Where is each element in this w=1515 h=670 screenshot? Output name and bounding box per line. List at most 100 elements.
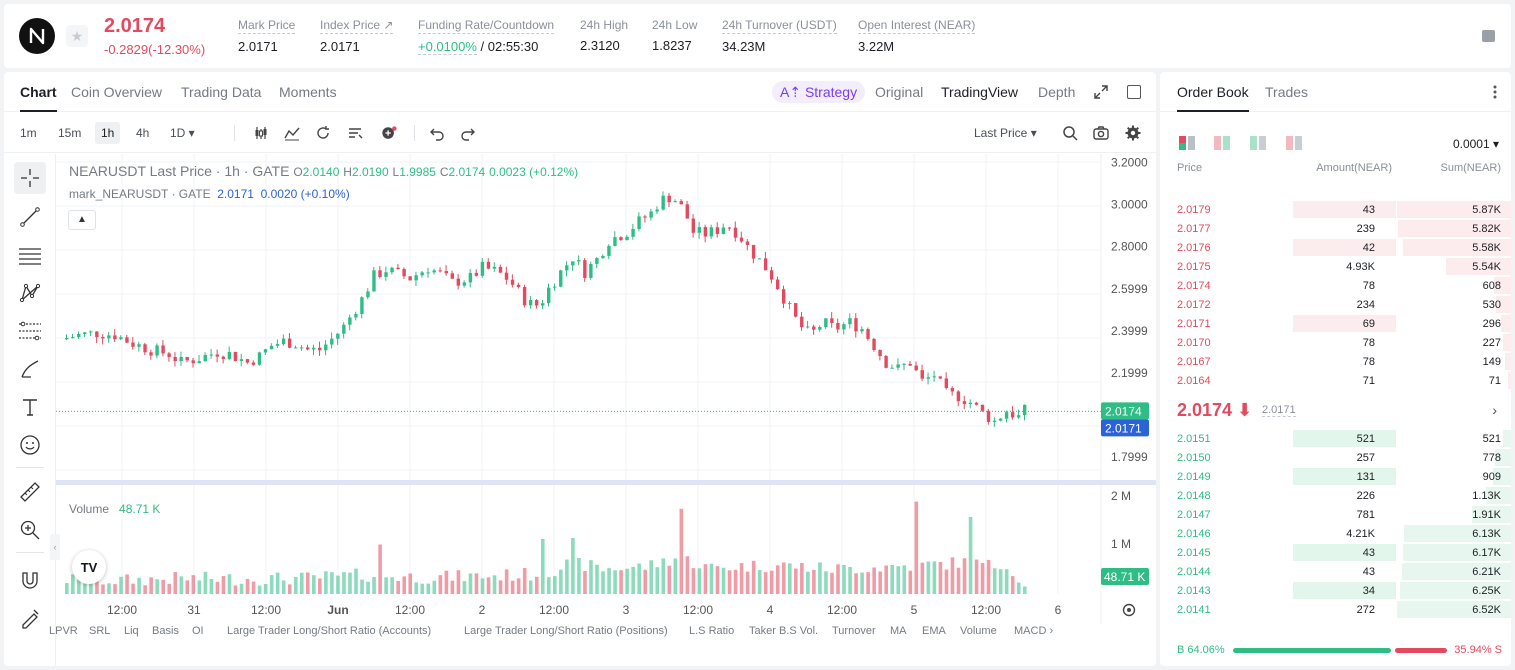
collapse-toolbar-icon[interactable]: ‹ [50,534,60,560]
indicator-large-trader-accounts[interactable]: Large Trader Long/Short Ratio (Accounts) [227,625,432,637]
ask-row[interactable]: 2.0174 78 608 [1160,276,1511,295]
compare-icon[interactable] [315,125,331,141]
bid-row[interactable]: 2.0147 781 1.91K [1160,505,1511,524]
candle-type-icon[interactable] [253,125,269,141]
indicator-oi[interactable]: OI [192,625,204,637]
window-icon[interactable] [1127,85,1141,99]
bid-row[interactable]: 2.0148 226 1.13K [1160,486,1511,505]
zoom-in-icon[interactable] [14,514,46,546]
magnet-tool-icon[interactable] [14,564,46,596]
redo-icon[interactable] [460,125,476,141]
expand-icon[interactable] [1094,85,1108,99]
stat-label[interactable]: Mark Price [238,18,296,34]
stat-label[interactable]: Open Interest (NEAR) [858,18,976,34]
ask-row[interactable]: 2.0177 239 5.82K [1160,219,1511,238]
ask-row[interactable]: 2.0175 4.93K 5.54K [1160,257,1511,276]
indicator-taker-bs-vol[interactable]: Taker B.S Vol. [749,625,819,637]
divider [414,125,415,141]
indicator-ema[interactable]: EMA [922,625,946,637]
precision-dropdown[interactable]: 0.0001 ▾ [1452,137,1499,151]
chevron-right-icon[interactable]: › [1492,402,1497,418]
bid-row[interactable]: 2.0149 131 909 [1160,467,1511,486]
indicator-turnover[interactable]: Turnover [832,625,876,637]
interval-4h[interactable]: 4h [136,126,150,140]
add-alert-icon[interactable] [381,125,397,141]
volume-legend-label: Volume [69,502,110,516]
ask-row[interactable]: 2.0170 78 227 [1160,333,1511,352]
indicator-ma[interactable]: MA [890,625,907,637]
ask-row[interactable]: 2.0179 43 5.87K [1160,200,1511,219]
bid-row[interactable]: 2.0151 521 521 [1160,429,1511,448]
funding-rate-value[interactable]: +0.0100% [418,39,477,55]
interval-1d-dropdown[interactable]: 1D ▾ [170,126,195,140]
tab-coin-overview[interactable]: Coin Overview [71,84,163,100]
crosshair-tool-icon[interactable] [14,162,46,194]
lock-drawing-icon[interactable] [14,602,46,634]
text-tool-icon[interactable] [14,391,46,423]
ask-row[interactable]: 2.0171 69 296 [1160,314,1511,333]
favorite-star-icon[interactable]: ★ [66,25,88,47]
bid-row[interactable]: 2.0146 4.21K 6.13K [1160,524,1511,543]
ask-row[interactable]: 2.0164 71 71 [1160,371,1511,390]
ask-row[interactable]: 2.0172 234 530 [1160,295,1511,314]
tradingview-logo-icon[interactable]: TV [72,550,106,584]
view-original[interactable]: Original [875,84,924,100]
legend-collapse-icon[interactable]: ▲ [68,210,96,230]
undo-icon[interactable] [429,125,445,141]
bid-row[interactable]: 2.0144 43 6.21K [1160,562,1511,581]
ask-row[interactable]: 2.0176 42 5.58K [1160,238,1511,257]
view-both-alt-icon[interactable] [1214,136,1230,150]
indicator-srl[interactable]: SRL [89,625,111,637]
indicator-volume[interactable]: Volume [960,625,997,637]
axis-settings-icon[interactable] [1122,603,1136,617]
indicator-liq[interactable]: Liq [124,625,139,637]
interval-15m[interactable]: 15m [58,126,82,140]
trend-line-tool-icon[interactable] [14,201,46,233]
settings-gear-icon[interactable] [1125,125,1141,141]
templates-icon[interactable] [347,125,363,141]
indicator-ls-ratio[interactable]: L.S Ratio [689,625,735,637]
price-chart[interactable]: 3.2000 3.0000 2.8000 2.5999 2.3999 2.1999 1.79… [56,154,1156,624]
bid-row[interactable]: 2.0145 43 6.17K [1160,543,1511,562]
tab-moments[interactable]: Moments [279,84,337,100]
book-icon[interactable] [1482,30,1495,42]
stat-label[interactable]: Index Price ↗ [320,18,394,34]
view-both-icon[interactable] [1179,136,1195,150]
indicators-icon[interactable] [284,125,300,141]
indicator-basis[interactable]: Basis [152,625,179,637]
view-tradingview[interactable]: TradingView [941,84,1019,100]
view-bids-icon[interactable] [1250,136,1266,150]
indicator-large-trader-positions[interactable]: Large Trader Long/Short Ratio (Positions… [464,625,668,637]
pattern-tool-icon[interactable] [14,277,46,309]
camera-icon[interactable] [1093,125,1109,141]
tab-chart[interactable]: Chart [20,84,57,112]
indicator-macd[interactable]: MACD › [1014,625,1054,637]
bid-row[interactable]: 2.0150 257 778 [1160,448,1511,467]
volume-bar [540,539,545,594]
price-type-dropdown[interactable]: Last Price ▾ [974,126,1037,140]
strategy-button[interactable]: A⇡ Strategy [772,81,866,103]
ruler-tool-icon[interactable] [14,476,46,508]
tab-order-book[interactable]: Order Book [1177,84,1249,112]
interval-1h[interactable]: 1h [95,122,121,144]
view-depth[interactable]: Depth [1038,84,1076,100]
bid-row[interactable]: 2.0141 272 6.52K [1160,600,1511,619]
bid-row[interactable]: 2.0143 34 6.25K [1160,581,1511,600]
tab-trades[interactable]: Trades [1265,84,1309,100]
row-amount: 43 [1362,547,1375,559]
indicator-lpvr[interactable]: LPVR [49,625,78,637]
more-options-icon[interactable] [1493,85,1497,99]
brush-tool-icon[interactable] [14,353,46,385]
horizontal-lines-tool-icon[interactable] [14,239,46,271]
emoji-tool-icon[interactable] [14,429,46,461]
volume-bar [631,566,635,594]
fibonacci-tool-icon[interactable] [14,315,46,347]
stat-label[interactable]: Funding Rate/Countdown [418,18,555,34]
stat-label[interactable]: 24h Turnover (USDT) [722,18,837,34]
tab-trading-data[interactable]: Trading Data [181,84,262,100]
volume-bar [149,577,153,594]
view-asks-icon[interactable] [1286,136,1302,150]
interval-1m[interactable]: 1m [20,126,37,140]
search-icon[interactable] [1062,125,1078,141]
ask-row[interactable]: 2.0167 78 149 [1160,352,1511,371]
